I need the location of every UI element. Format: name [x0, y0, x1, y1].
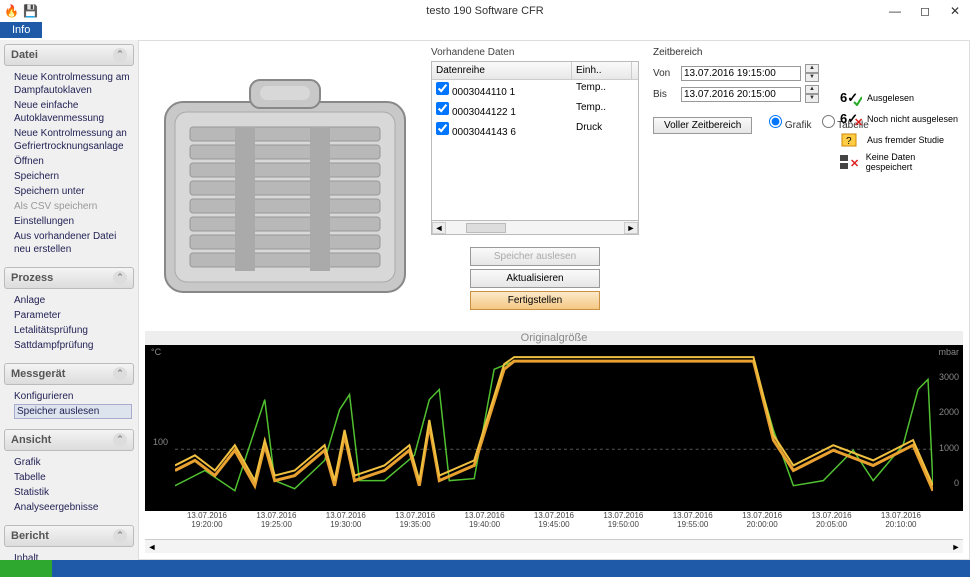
sidebar-item[interactable]: Neue Kontrolmessung an Gefriertrocknungs…	[14, 126, 132, 154]
sidebar-item[interactable]: Konfigurieren	[14, 389, 132, 404]
from-input[interactable]	[681, 66, 801, 81]
radio-grafik[interactable]: Grafik	[769, 115, 811, 131]
x-tick: 13.07.201620:00:00	[732, 511, 792, 539]
update-button[interactable]: Aktualisieren	[470, 269, 600, 288]
minimize-button[interactable]: —	[880, 4, 910, 18]
chart-title: Originalgröße	[145, 331, 963, 345]
panel-messgeraet[interactable]: Messgerät⌃	[4, 363, 134, 385]
y-axis-left: °C 100	[145, 345, 175, 493]
panel-datei[interactable]: Datei⌃	[4, 44, 134, 66]
titlebar: 🔥 💾 testo 190 Software CFR — ◻ ✕	[0, 0, 970, 22]
ribbon: Info	[0, 22, 970, 40]
y-axis-right: mbar 3000 2000 1000 0	[933, 345, 963, 493]
sidebar-item[interactable]: Letalitätsprüfung	[14, 323, 132, 338]
sidebar-item[interactable]: Sattdampfprüfung	[14, 338, 132, 353]
x-tick: 13.07.201619:30:00	[316, 511, 376, 539]
svg-text:✕: ✕	[850, 158, 859, 170]
sidebar-item[interactable]: Inhalt	[14, 551, 132, 560]
sidebar-item[interactable]: Speichern unter	[14, 184, 132, 199]
x-tick: 13.07.201619:50:00	[593, 511, 653, 539]
save-icon[interactable]: 💾	[23, 4, 38, 18]
read-ok-icon: 6✓	[839, 89, 863, 107]
tab-info[interactable]: Info	[0, 22, 42, 38]
table-row[interactable]: 0003044110 1Temp..	[432, 80, 638, 100]
chart: Originalgröße °C 100 mbar 3000 2000 1000…	[145, 331, 963, 553]
table-scrollbar[interactable]: ◄►	[431, 221, 639, 235]
sidebar-item[interactable]: Parameter	[14, 308, 132, 323]
chevron-icon: ⌃	[113, 367, 127, 381]
chevron-icon: ⌃	[113, 529, 127, 543]
statusbar	[0, 560, 970, 577]
sidebar-item[interactable]: Öffnen	[14, 154, 132, 169]
panel-bericht[interactable]: Bericht⌃	[4, 525, 134, 547]
col-datenreihe[interactable]: Datenreihe	[432, 62, 572, 79]
foreign-icon: ?	[839, 131, 863, 149]
sidebar-item[interactable]: Grafik	[14, 455, 132, 470]
app-icon: 🔥	[4, 4, 19, 18]
chevron-icon: ⌃	[113, 433, 127, 447]
x-axis: 13.07.201619:20:00 13.07.201619:25:00 13.0…	[145, 511, 963, 539]
x-tick: 13.07.201619:20:00	[177, 511, 237, 539]
sidebar-item[interactable]: Analyseergebnisse	[14, 500, 132, 515]
x-tick: 13.07.201619:40:00	[455, 511, 515, 539]
data-header: Vorhandene Daten	[431, 47, 639, 58]
data-panel: Vorhandene Daten Datenreihe Einh.. 00030…	[425, 47, 645, 327]
nodata-icon: ✕	[839, 153, 862, 171]
device-image	[145, 47, 425, 327]
panel-prozess[interactable]: Prozess⌃	[4, 267, 134, 289]
sidebar-item[interactable]: Anlage	[14, 293, 132, 308]
sidebar-item[interactable]: Statistik	[14, 485, 132, 500]
sidebar-item[interactable]: Einstellungen	[14, 214, 132, 229]
x-tick: 13.07.201620:10:00	[871, 511, 931, 539]
sidebar-item[interactable]: Speicher auslesen	[14, 404, 132, 419]
panel-ansicht[interactable]: Ansicht⌃	[4, 429, 134, 451]
maximize-button[interactable]: ◻	[910, 4, 940, 18]
x-tick: 13.07.201619:35:00	[385, 511, 445, 539]
full-range-button[interactable]: Voller Zeitbereich	[653, 117, 752, 134]
from-label: Von	[653, 68, 677, 79]
sidebar-item[interactable]: Als CSV speichern	[14, 199, 132, 214]
chevron-icon: ⌃	[113, 271, 127, 285]
col-einheit[interactable]: Einh..	[572, 62, 632, 79]
x-tick: 13.07.201619:55:00	[663, 511, 723, 539]
read-button[interactable]: Speicher auslesen	[470, 247, 600, 266]
svg-text:?: ?	[846, 136, 852, 147]
finish-button[interactable]: Fertigstellen	[470, 291, 600, 310]
x-tick: 13.07.201620:05:00	[802, 511, 862, 539]
sidebar: Datei⌃ Neue Kontrolmessung am Dampfautok…	[0, 40, 138, 560]
x-tick: 13.07.201619:45:00	[524, 511, 584, 539]
from-spinner[interactable]: ▲▼	[805, 64, 819, 82]
row-checkbox[interactable]	[436, 122, 449, 135]
row-checkbox[interactable]	[436, 82, 449, 95]
progress-bar	[0, 560, 52, 577]
data-table: Datenreihe Einh.. 0003044110 1Temp..0003…	[431, 61, 639, 221]
to-input[interactable]	[681, 87, 801, 102]
legend: 6✓Ausgelesen 6✓✕Noch nicht ausgelesen ?A…	[839, 89, 959, 175]
chart-scrollbar[interactable]: ◄►	[145, 539, 963, 553]
read-not-icon: 6✓✕	[839, 110, 863, 128]
sidebar-item[interactable]: Speichern	[14, 169, 132, 184]
row-checkbox[interactable]	[436, 102, 449, 115]
sidebar-item[interactable]: Tabelle	[14, 470, 132, 485]
to-label: Bis	[653, 89, 677, 100]
content: Vorhandene Daten Datenreihe Einh.. 00030…	[138, 40, 970, 560]
svg-text:✕: ✕	[854, 117, 862, 127]
table-row[interactable]: 0003044122 1Temp..	[432, 100, 638, 120]
x-tick: 13.07.201619:25:00	[246, 511, 306, 539]
sidebar-item[interactable]: Aus vorhandener Datei neu erstellen	[14, 229, 132, 257]
table-row[interactable]: 0003044143 6Druck	[432, 120, 638, 140]
close-button[interactable]: ✕	[940, 4, 970, 18]
time-title: Zeitbereich	[653, 47, 955, 58]
window-title: testo 190 Software CFR	[426, 5, 543, 17]
to-spinner[interactable]: ▲▼	[805, 85, 819, 103]
chevron-icon: ⌃	[113, 48, 127, 62]
sidebar-item[interactable]: Neue Kontrolmessung am Dampfautoklaven	[14, 70, 132, 98]
sidebar-item[interactable]: Neue einfache Autoklavenmessung	[14, 98, 132, 126]
